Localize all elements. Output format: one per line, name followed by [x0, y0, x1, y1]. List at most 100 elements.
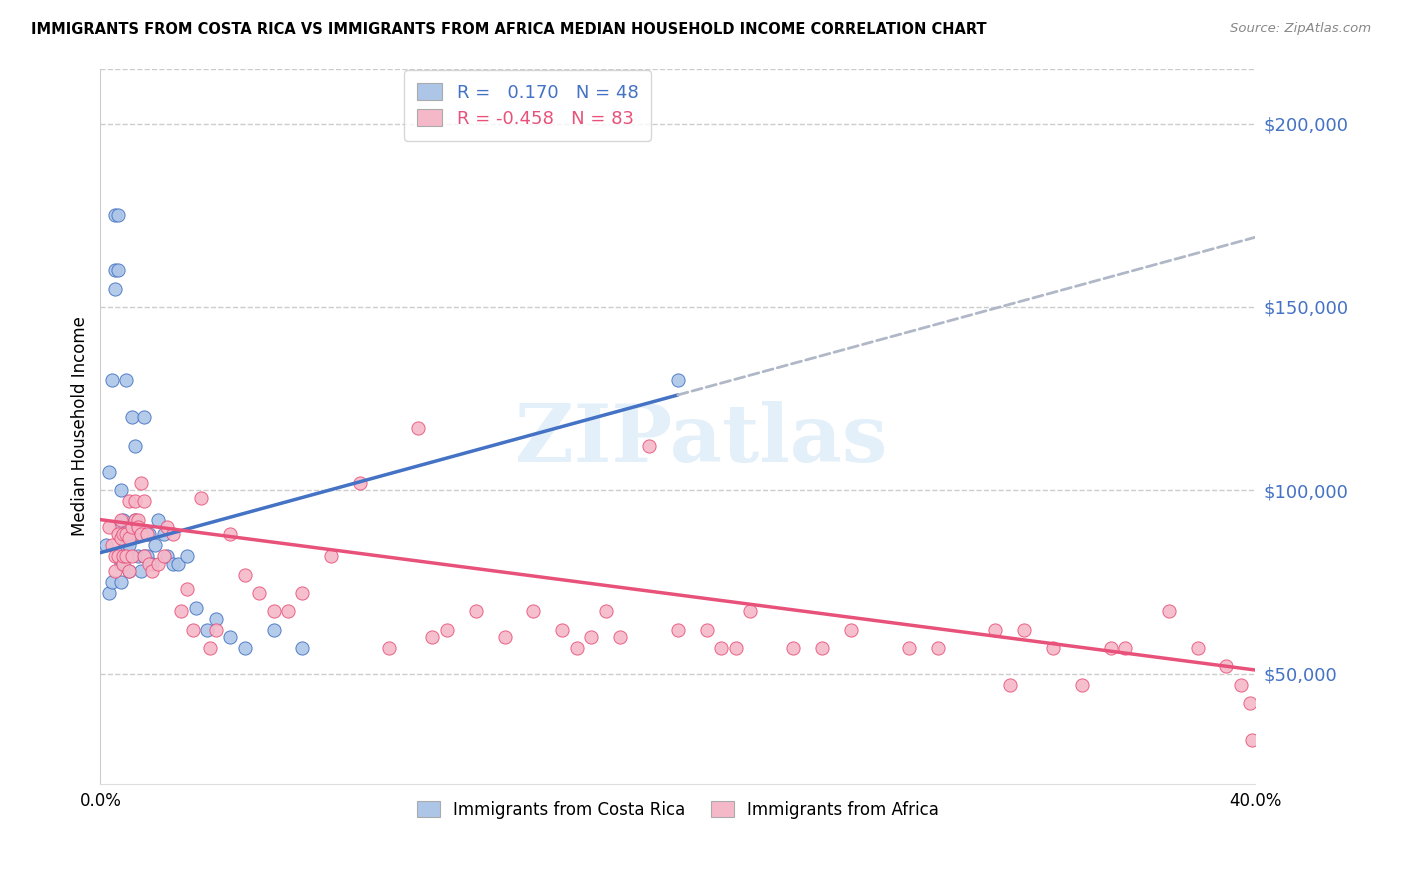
Point — [135, 527, 157, 541]
Point — [198, 640, 221, 655]
Point — [162, 527, 184, 541]
Text: ZIPatlas: ZIPatlas — [515, 401, 887, 479]
Point — [998, 678, 1021, 692]
Point — [638, 439, 661, 453]
Point — [146, 557, 169, 571]
Point — [219, 630, 242, 644]
Point — [135, 549, 157, 564]
Point — [153, 549, 176, 564]
Text: IMMIGRANTS FROM COSTA RICA VS IMMIGRANTS FROM AFRICA MEDIAN HOUSEHOLD INCOME COR: IMMIGRANTS FROM COSTA RICA VS IMMIGRANTS… — [31, 22, 987, 37]
Point — [141, 557, 163, 571]
Point — [132, 494, 155, 508]
Point — [104, 263, 127, 277]
Point — [101, 574, 124, 589]
Point — [110, 483, 132, 498]
Point — [1014, 623, 1036, 637]
Point — [897, 640, 920, 655]
Point — [436, 623, 458, 637]
Y-axis label: Median Household Income: Median Household Income — [72, 316, 89, 536]
Point — [839, 623, 862, 637]
Point — [124, 439, 146, 453]
Point — [494, 630, 516, 644]
Point — [156, 549, 179, 564]
Point — [112, 513, 135, 527]
Point — [98, 465, 121, 479]
Point — [112, 549, 135, 564]
Point — [522, 604, 544, 618]
Point — [129, 527, 152, 541]
Point — [104, 549, 127, 564]
Point — [115, 527, 138, 541]
Point — [127, 520, 149, 534]
Point — [146, 513, 169, 527]
Point — [127, 513, 149, 527]
Point — [170, 604, 193, 618]
Point — [1241, 732, 1264, 747]
Point — [1099, 640, 1122, 655]
Point — [565, 640, 588, 655]
Point — [110, 557, 132, 571]
Point — [112, 527, 135, 541]
Point — [190, 491, 212, 505]
Point — [233, 640, 256, 655]
Point — [115, 538, 138, 552]
Point — [98, 520, 121, 534]
Point — [107, 549, 129, 564]
Point — [107, 208, 129, 222]
Point — [176, 549, 198, 564]
Point — [205, 612, 228, 626]
Point — [112, 549, 135, 564]
Point — [1042, 640, 1064, 655]
Point — [984, 623, 1007, 637]
Point — [609, 630, 631, 644]
Point — [115, 549, 138, 564]
Point — [927, 640, 949, 655]
Point — [124, 494, 146, 508]
Point — [205, 623, 228, 637]
Point — [110, 520, 132, 534]
Point — [129, 564, 152, 578]
Point — [127, 549, 149, 564]
Point — [277, 604, 299, 618]
Point — [143, 538, 166, 552]
Point — [181, 623, 204, 637]
Point — [1239, 696, 1261, 710]
Point — [724, 640, 747, 655]
Point — [121, 549, 143, 564]
Point — [1114, 640, 1136, 655]
Point — [110, 574, 132, 589]
Point — [107, 263, 129, 277]
Point — [1157, 604, 1180, 618]
Point — [195, 623, 218, 637]
Point — [110, 513, 132, 527]
Point — [176, 582, 198, 597]
Point — [121, 520, 143, 534]
Point — [422, 630, 444, 644]
Point — [581, 630, 603, 644]
Point — [129, 475, 152, 490]
Point — [118, 520, 141, 534]
Point — [153, 527, 176, 541]
Point — [121, 409, 143, 424]
Point — [101, 538, 124, 552]
Point — [811, 640, 834, 655]
Point — [321, 549, 343, 564]
Point — [138, 557, 160, 571]
Point — [291, 640, 314, 655]
Legend: Immigrants from Costa Rica, Immigrants from Africa: Immigrants from Costa Rica, Immigrants f… — [411, 794, 946, 825]
Point — [263, 623, 285, 637]
Point — [107, 527, 129, 541]
Point — [1215, 659, 1237, 673]
Point — [738, 604, 761, 618]
Point — [349, 475, 371, 490]
Point — [104, 282, 127, 296]
Point — [101, 373, 124, 387]
Point — [406, 421, 429, 435]
Point — [263, 604, 285, 618]
Point — [104, 208, 127, 222]
Point — [104, 564, 127, 578]
Point — [1187, 640, 1209, 655]
Point — [118, 531, 141, 545]
Point — [110, 531, 132, 545]
Point — [124, 513, 146, 527]
